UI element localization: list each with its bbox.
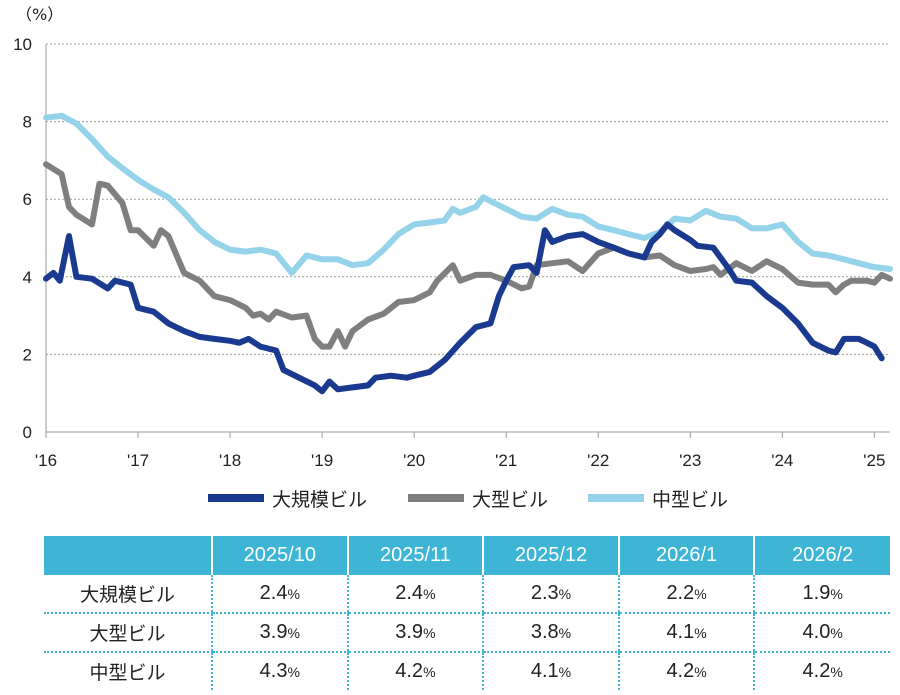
- y-axis-unit: （%）: [16, 5, 63, 24]
- y-tick-labels: 0 2 4 6 8 10: [13, 35, 32, 442]
- percent-sign: %: [423, 586, 436, 602]
- percent-sign: %: [287, 625, 300, 641]
- x-tick-label: '18: [219, 451, 241, 470]
- cell-value: 4.2: [666, 660, 695, 682]
- y-tick-label: 8: [23, 113, 32, 132]
- table-cell: 4.2%: [346, 652, 484, 690]
- percent-sign: %: [558, 586, 572, 602]
- y-tick-label: 0: [23, 423, 32, 442]
- percent-sign: %: [423, 625, 436, 641]
- table-cell: 3.8%: [482, 613, 619, 653]
- series-line-2: [43, 112, 893, 276]
- table-cell: 4.2%: [753, 652, 890, 690]
- y-tick-label: 6: [23, 190, 32, 209]
- cell-value: 2.2: [666, 582, 695, 604]
- x-tick-label: '25: [863, 451, 885, 470]
- cell-value: 2.3: [530, 582, 559, 604]
- row-label: 中型ビル: [89, 662, 166, 684]
- table-cell: 4.2%: [617, 652, 755, 690]
- series-line-0: [43, 221, 885, 395]
- y-tick-label: 2: [23, 345, 32, 364]
- row-label: 大型ビル: [44, 613, 212, 653]
- cell-value: 4.3: [259, 660, 288, 682]
- table-cell: 4.3%: [211, 652, 348, 690]
- x-tick-label: '23: [679, 451, 701, 470]
- cell-value: 3.9: [259, 621, 288, 643]
- table-header-cell: 2026/1: [617, 536, 755, 575]
- x-tick-label: '17: [127, 451, 149, 470]
- table-corner-cell: [44, 536, 212, 575]
- x-tick-labels: '16 '17 '18 '19 '20 '21 '22 '23 '24 '25: [35, 451, 886, 470]
- cell-value: 3.9: [395, 621, 424, 643]
- legend-item-medium: 中型ビル: [588, 478, 728, 518]
- table-cell: 3.9%: [211, 613, 348, 653]
- legend-item-large-scale: 大規模ビル: [208, 478, 367, 518]
- x-tick-label: '24: [771, 451, 793, 470]
- legend-swatch-large: [408, 494, 464, 502]
- table-header-cell: 2025/10: [211, 536, 348, 575]
- table-row: 大型ビル 3.9% 3.9% 3.8% 4.1% 4.0%: [44, 613, 890, 653]
- cell-value: 1.9: [802, 582, 831, 604]
- legend-label-large: 大型ビル: [472, 488, 549, 511]
- recent-values-table: 2025/10 2025/11 2025/12 2026/1 2026/2 大規…: [44, 536, 890, 690]
- percent-sign: %: [694, 586, 707, 602]
- x-tick-label: '19: [311, 451, 333, 470]
- table-header-row: 2025/10 2025/11 2025/12 2026/1 2026/2: [44, 536, 890, 575]
- cell-value: 4.2: [802, 660, 831, 682]
- table-cell: 2.3%: [482, 575, 619, 614]
- legend-label-large-scale: 大規模ビル: [272, 488, 368, 511]
- table-cell: 4.0%: [753, 613, 890, 653]
- table-cell: 2.2%: [617, 575, 755, 614]
- x-tick-label: '21: [495, 451, 517, 470]
- table-cell: 1.9%: [753, 575, 890, 614]
- legend: 大規模ビル 大型ビル 中型ビル: [0, 478, 900, 518]
- percent-sign: %: [558, 664, 572, 680]
- cell-value: 4.2: [395, 660, 424, 682]
- table-cell: 3.9%: [346, 613, 484, 653]
- table-row: 大規模ビル 2.4% 2.4% 2.3% 2.2% 1.9%: [44, 575, 890, 614]
- cell-value: 2.4: [259, 582, 288, 604]
- table-header-cell: 2025/12: [482, 536, 619, 575]
- series-line-1: [43, 161, 893, 350]
- x-tick-label: '22: [587, 451, 609, 470]
- percent-sign: %: [558, 625, 572, 641]
- percent-sign: %: [830, 664, 843, 680]
- cell-value: 4.1: [666, 621, 695, 643]
- x-tick-label: '16: [35, 451, 57, 470]
- cell-value: 3.8: [530, 621, 559, 643]
- percent-sign: %: [694, 625, 707, 641]
- cell-value: 4.0: [802, 621, 831, 643]
- table-cell: 4.1%: [617, 613, 755, 653]
- percent-sign: %: [423, 664, 436, 680]
- table-cell: 2.4%: [346, 575, 484, 614]
- percent-sign: %: [830, 586, 843, 602]
- x-tick-label: '20: [403, 451, 425, 470]
- legend-label-medium: 中型ビル: [652, 488, 729, 511]
- table-header-cell: 2025/11: [346, 536, 484, 575]
- y-tick-label: 4: [23, 268, 32, 287]
- axes: [45, 44, 890, 438]
- percent-sign: %: [287, 586, 300, 602]
- table-header-cell: 2026/2: [753, 536, 890, 575]
- legend-swatch-large-scale: [208, 494, 264, 502]
- percent-sign: %: [830, 625, 843, 641]
- table-cell: 2.4%: [211, 575, 348, 614]
- percent-sign: %: [694, 664, 707, 680]
- cell-value: 2.4: [395, 582, 424, 604]
- table-row: 中型ビル 4.3% 4.2% 4.1% 4.2% 4.2%: [44, 652, 890, 690]
- legend-item-large: 大型ビル: [408, 478, 548, 518]
- series-lines: [43, 112, 893, 395]
- legend-swatch-medium: [588, 494, 644, 502]
- row-label: 大規模ビル: [44, 575, 212, 614]
- y-tick-label: 10: [13, 35, 32, 54]
- cell-value: 4.1: [530, 660, 559, 682]
- table-cell: 4.1%: [482, 652, 619, 690]
- percent-sign: %: [287, 664, 300, 680]
